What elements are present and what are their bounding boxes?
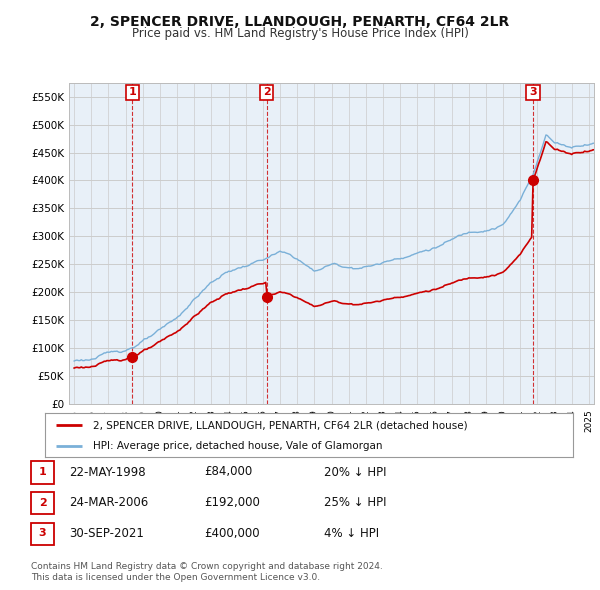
Text: 22-MAY-1998: 22-MAY-1998: [69, 466, 146, 478]
Text: 4% ↓ HPI: 4% ↓ HPI: [324, 527, 379, 540]
Text: 2, SPENCER DRIVE, LLANDOUGH, PENARTH, CF64 2LR (detached house): 2, SPENCER DRIVE, LLANDOUGH, PENARTH, CF…: [92, 421, 467, 430]
Text: 3: 3: [529, 87, 537, 97]
Text: Price paid vs. HM Land Registry's House Price Index (HPI): Price paid vs. HM Land Registry's House …: [131, 27, 469, 40]
Text: 3: 3: [39, 529, 46, 538]
Text: 20% ↓ HPI: 20% ↓ HPI: [324, 466, 386, 478]
Text: HPI: Average price, detached house, Vale of Glamorgan: HPI: Average price, detached house, Vale…: [92, 441, 382, 451]
Text: 2, SPENCER DRIVE, LLANDOUGH, PENARTH, CF64 2LR: 2, SPENCER DRIVE, LLANDOUGH, PENARTH, CF…: [91, 15, 509, 29]
Text: 2: 2: [39, 498, 46, 507]
Text: 2: 2: [263, 87, 271, 97]
Text: 1: 1: [128, 87, 136, 97]
Text: £400,000: £400,000: [204, 527, 260, 540]
Text: 1: 1: [39, 467, 46, 477]
Text: 24-MAR-2006: 24-MAR-2006: [69, 496, 148, 509]
Text: 25% ↓ HPI: 25% ↓ HPI: [324, 496, 386, 509]
Text: £192,000: £192,000: [204, 496, 260, 509]
Text: Contains HM Land Registry data © Crown copyright and database right 2024.
This d: Contains HM Land Registry data © Crown c…: [31, 562, 383, 582]
Text: 30-SEP-2021: 30-SEP-2021: [69, 527, 144, 540]
Text: £84,000: £84,000: [204, 466, 252, 478]
